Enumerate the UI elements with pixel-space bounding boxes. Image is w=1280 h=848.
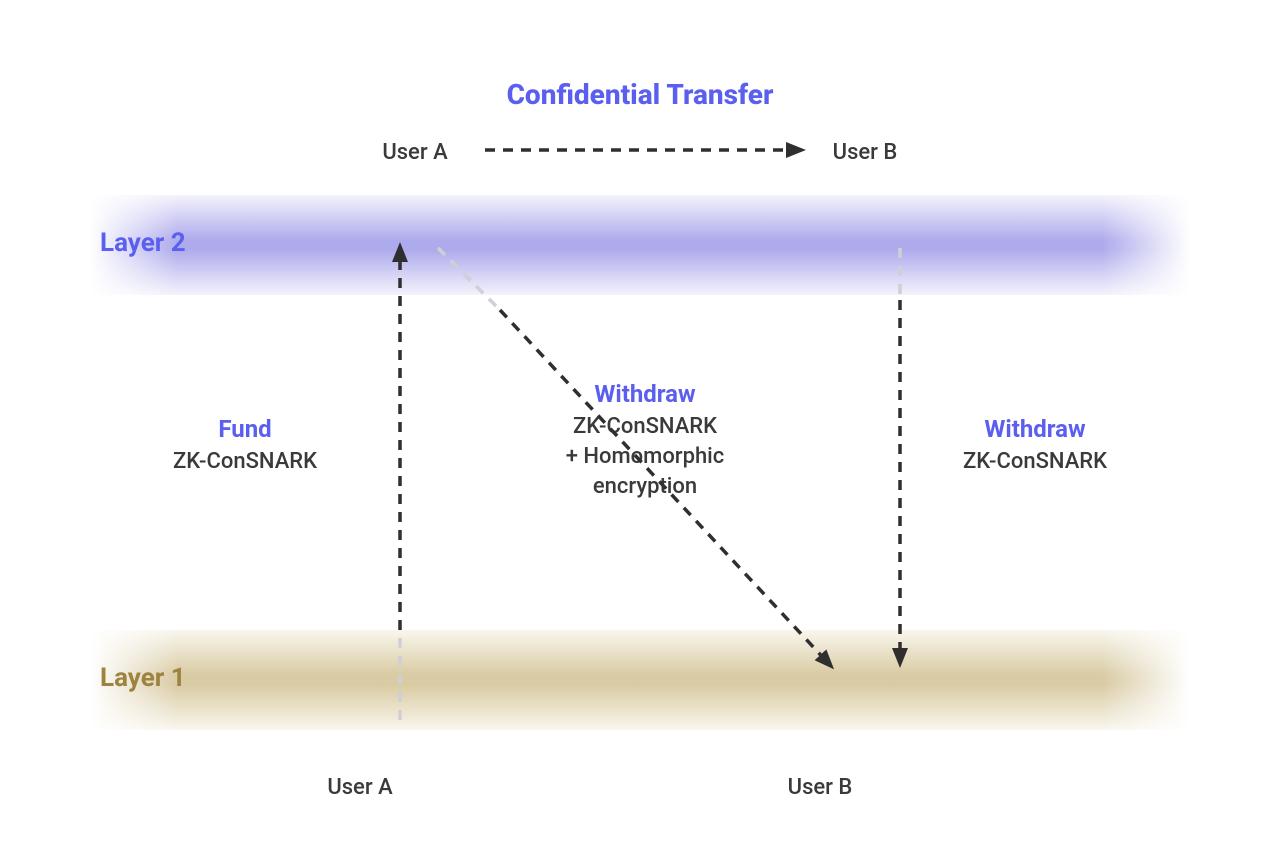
withdraw-center-sub2: + Homomorphic [566,444,725,469]
diagram-title: Confidential Transfer [507,78,774,111]
top-user-a: User A [382,140,447,165]
fund-heading: Fund [218,415,271,443]
layer1-band [90,630,1190,730]
withdraw-center-sub3: encryption [593,474,697,499]
layer2-label: Layer 2 [100,228,186,258]
layer2-band [90,195,1190,295]
bottom-user-b: User B [788,775,853,800]
withdraw-right-heading: Withdraw [984,415,1085,443]
diagram-stage: Confidential Transfer Layer 2 Layer 1 Us… [0,0,1280,848]
bottom-user-a: User A [327,775,392,800]
top-user-b: User B [833,140,898,165]
fund-sub: ZK-ConSNARK [173,449,317,474]
layer1-label: Layer 1 [100,663,186,693]
withdraw-center-sub1: ZK-ConSNARK [573,414,717,439]
withdraw-center-heading: Withdraw [594,380,695,408]
withdraw-right-sub: ZK-ConSNARK [963,449,1107,474]
